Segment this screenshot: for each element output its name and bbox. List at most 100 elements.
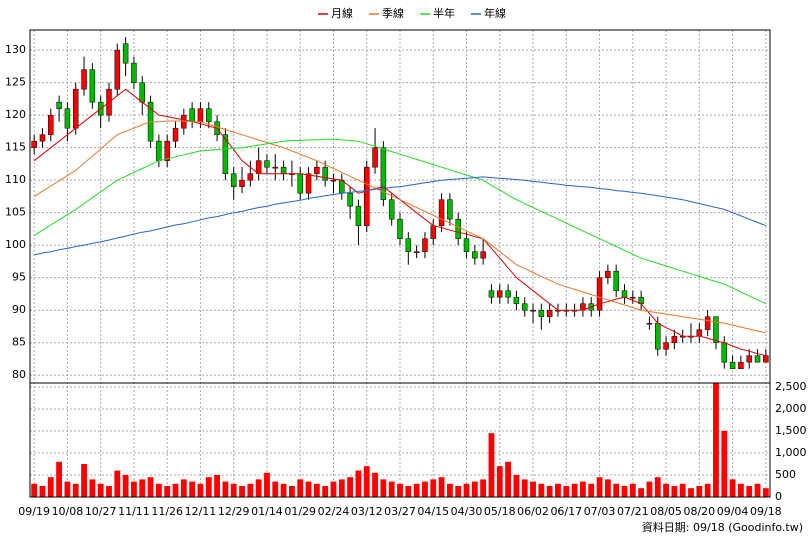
candle-body — [505, 290, 511, 298]
volume-bar — [563, 485, 570, 497]
volume-bar — [147, 477, 154, 497]
candle-body — [655, 322, 661, 350]
candle-body — [355, 205, 362, 226]
volume-bar — [455, 485, 462, 497]
candle-body — [89, 69, 96, 103]
candle-body — [139, 82, 145, 103]
legend-label: 月線 — [331, 6, 353, 20]
candle-body — [621, 290, 628, 298]
volume-bar — [56, 461, 63, 497]
candle-body — [480, 251, 486, 259]
candle-body — [463, 238, 470, 252]
x-tick-label: 09/04 — [717, 505, 749, 518]
candle-body — [305, 173, 312, 194]
volume-bar — [305, 481, 312, 497]
volume-bar — [397, 483, 403, 497]
x-tick-label: 11/11 — [118, 505, 150, 518]
candle-body — [81, 69, 87, 90]
y2-tick-label: 500 — [775, 468, 796, 481]
volume-bar — [155, 483, 162, 497]
volume-bar — [746, 485, 753, 497]
labels: 80 85 90 95 100 105 110 115 120 125 130 0 500 1,000 1,… — [5, 6, 807, 518]
candle-body — [156, 140, 162, 161]
candle-body — [297, 173, 303, 194]
volume-bar — [446, 483, 453, 497]
volume-bar — [222, 481, 229, 497]
volume-bar — [688, 488, 694, 497]
volume-bar — [588, 483, 595, 497]
volume-bar — [663, 483, 669, 497]
candle-body — [663, 342, 669, 350]
volume-bar — [737, 483, 744, 497]
volume-bar — [297, 479, 304, 497]
candle-body — [64, 108, 71, 129]
volume-bar — [513, 474, 520, 497]
volume-bar — [81, 463, 87, 497]
volume-bar — [621, 485, 628, 497]
volume-bar — [638, 488, 645, 497]
volume-bar — [754, 483, 761, 497]
volume-bar — [338, 479, 345, 497]
volume-bar — [654, 477, 661, 497]
volume-bar — [596, 477, 603, 497]
x-tick-label: 10/27 — [85, 505, 117, 518]
x-tick-label: 10/08 — [52, 505, 84, 518]
plot-frame — [29, 29, 771, 498]
x-tick-label: 06/02 — [517, 505, 549, 518]
volume-bar — [463, 483, 470, 497]
volume-bar — [172, 483, 179, 497]
candle-body — [438, 199, 445, 226]
y2-tick-label: 2,000 — [775, 402, 807, 415]
candle-body — [521, 303, 528, 311]
volume-bar — [247, 483, 254, 497]
y-tick-label: 120 — [5, 108, 26, 121]
volume-bar — [571, 483, 578, 497]
volume-bar — [239, 485, 245, 497]
candle-body — [729, 361, 736, 369]
volume-bar — [272, 481, 279, 497]
candle-body — [671, 335, 678, 343]
candle-body — [181, 114, 187, 129]
volume-bar — [488, 433, 495, 497]
candle-body — [31, 140, 37, 148]
candle-body — [230, 173, 237, 187]
candle-body — [646, 322, 653, 325]
x-tick-label: 08/05 — [650, 505, 682, 518]
volume-bar — [89, 479, 96, 497]
volume-bar — [530, 481, 536, 497]
candle-body — [272, 166, 279, 169]
x-tick-label: 09/19 — [18, 505, 50, 518]
volume-bar — [372, 472, 378, 497]
x-tick-label: 03/12 — [351, 505, 383, 518]
volume-bar — [729, 479, 736, 497]
volume-bar — [629, 483, 636, 497]
volume-bar — [72, 483, 79, 497]
candle-body — [314, 166, 320, 174]
volume-bar — [604, 479, 611, 497]
y-tick-label: 125 — [5, 76, 26, 89]
candle-body — [397, 218, 403, 239]
x-tick-label: 12/11 — [185, 505, 217, 518]
x-tick-label: 08/20 — [683, 505, 715, 518]
volume-bar — [505, 461, 511, 497]
candle-body — [322, 166, 328, 181]
candle-body — [164, 140, 170, 161]
candle-body — [538, 309, 545, 317]
ma-line — [33, 120, 766, 334]
legend-label: 半年 — [433, 6, 455, 20]
volume-bar — [704, 483, 711, 497]
x-tick-label: 01/14 — [251, 505, 283, 518]
volume-bar — [480, 479, 487, 497]
candle-body — [56, 101, 62, 109]
volume-bar — [322, 485, 329, 497]
volume-bar — [330, 481, 337, 497]
candle-body — [530, 309, 536, 312]
candle-body — [738, 361, 744, 369]
candle-body — [372, 147, 378, 168]
volume-bar — [430, 479, 437, 497]
legend-label: 季線 — [382, 6, 404, 20]
volume-bar — [264, 472, 270, 497]
candle-body — [746, 355, 752, 363]
volume-bar — [197, 483, 204, 497]
